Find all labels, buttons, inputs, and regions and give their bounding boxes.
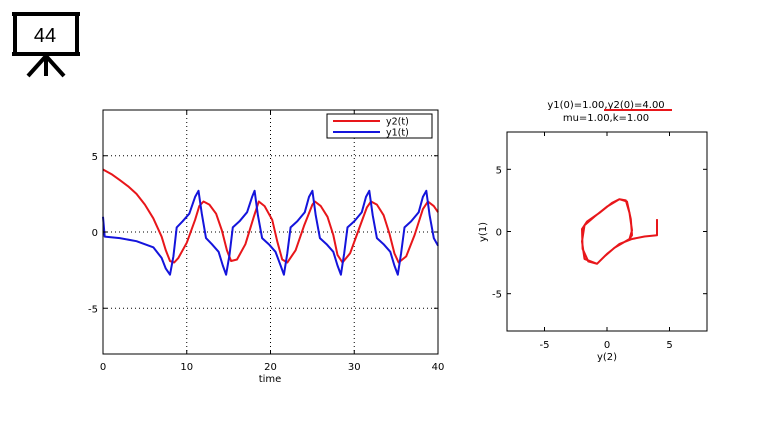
chart1-xtick-label: 40: [432, 362, 445, 373]
chart1-legend-box: [326, 113, 433, 139]
chart1-legend-label: y1(t): [386, 128, 409, 139]
chart2-title: y1(0)=1.00,y2(0)=4.00: [547, 100, 664, 111]
chart2-ytick-label: 5: [496, 165, 502, 176]
chart2-xtick-label: -5: [540, 340, 550, 351]
chart1-grid: [103, 110, 438, 354]
chart1-series-y2(t): [102, 168, 439, 264]
chart2-ylabel: y(1): [478, 222, 489, 242]
chart1-series-y1(t): [102, 189, 439, 276]
slide-number: 44: [33, 24, 57, 47]
chart1-ytick-label: 0: [92, 228, 98, 239]
chart1-xtick-label: 10: [180, 362, 193, 373]
chart1-xtick-label: 20: [264, 362, 277, 373]
chart1-ytick-label: -5: [88, 304, 98, 315]
chart2-xtick-label: 0: [604, 340, 610, 351]
chart1-legend: y2(t)y1(t): [326, 113, 433, 139]
chart2-trajectory: [581, 198, 658, 265]
chart1-legend-label: y2(t): [386, 117, 409, 128]
chart1-ytick-label: 5: [92, 152, 98, 163]
chart2-subtitle: mu=1.00,k=1.00: [563, 113, 649, 124]
chart1-lines: [102, 168, 439, 276]
chart2-lines: [581, 198, 658, 265]
chart1-frame: [102, 109, 439, 355]
chart2-ticks: -5 0 5 5 0 -5: [492, 132, 707, 351]
chart1-xtick-label: 0: [100, 362, 106, 373]
chart2-ytick-label: -5: [492, 290, 502, 301]
chart2-frame: [506, 131, 708, 332]
chart2-ytick-label: 0: [496, 228, 502, 239]
projector-screen-icon: [12, 12, 80, 78]
chart1-xtick-label: 30: [348, 362, 361, 373]
chart2-xtick-label: 5: [666, 340, 672, 351]
chart1-xlabel: time: [259, 374, 282, 385]
chart2-xlabel: y(2): [597, 352, 617, 363]
